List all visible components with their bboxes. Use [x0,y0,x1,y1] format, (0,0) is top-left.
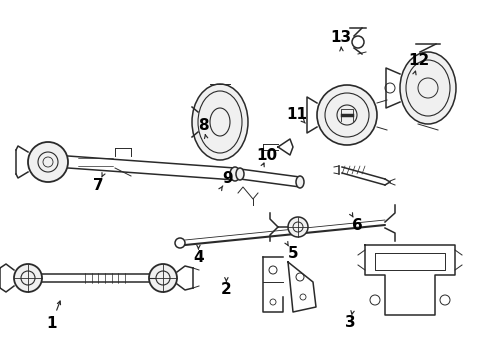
Text: 2: 2 [221,282,232,297]
Ellipse shape [230,167,240,181]
Ellipse shape [400,52,456,124]
Circle shape [149,264,177,292]
Circle shape [288,217,308,237]
Ellipse shape [236,168,244,180]
Ellipse shape [192,84,248,160]
Circle shape [317,85,377,145]
Text: 5: 5 [288,246,298,261]
Text: 9: 9 [222,171,233,186]
Text: 8: 8 [198,118,209,134]
Text: 6: 6 [352,217,363,233]
Text: 4: 4 [193,250,204,265]
Text: 7: 7 [93,178,103,193]
Circle shape [28,142,68,182]
Text: 3: 3 [345,315,356,330]
Ellipse shape [296,176,304,188]
Text: 1: 1 [46,316,57,332]
Text: 11: 11 [287,107,307,122]
Text: 10: 10 [256,148,278,163]
Text: 13: 13 [330,30,351,45]
Circle shape [14,264,42,292]
Text: 12: 12 [408,53,430,68]
